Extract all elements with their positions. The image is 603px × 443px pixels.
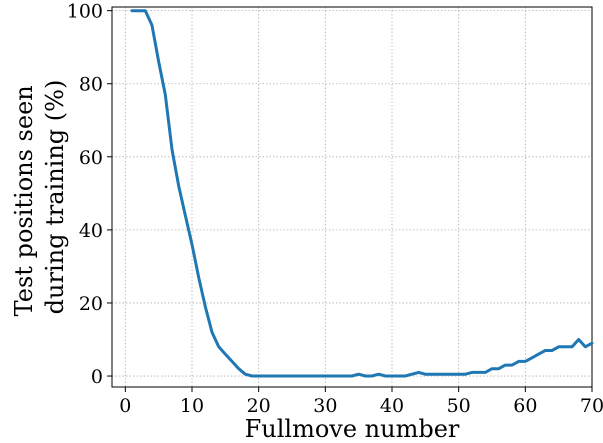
x-tick-label: 40 — [380, 395, 404, 417]
x-tick-label: 60 — [513, 395, 537, 417]
y-tick-label: 100 — [67, 1, 103, 23]
y-axis-label-line-1: Test positions seen — [10, 85, 38, 316]
y-tick-label: 20 — [79, 293, 103, 315]
y-axis-label-line-2: during training (%) — [41, 80, 69, 315]
grid — [112, 7, 593, 387]
x-tick-label: 0 — [119, 395, 131, 417]
plot-frame — [111, 6, 593, 388]
x-tick-label: 10 — [180, 395, 204, 417]
x-axis-label: Fullmove number — [245, 415, 460, 443]
x-tick-label: 70 — [580, 395, 603, 417]
y-tick-label: 80 — [79, 74, 103, 96]
y-tick-label: 60 — [79, 147, 103, 169]
x-tick-label: 50 — [447, 395, 471, 417]
y-tick-label: 40 — [79, 220, 103, 242]
x-axis: 0 10 20 30 40 50 60 70 — [119, 387, 603, 417]
x-tick-label: 20 — [247, 395, 271, 417]
x-tick-label: 30 — [313, 395, 337, 417]
y-axis: 0 20 40 60 80 100 — [67, 1, 112, 388]
series-line — [130, 9, 594, 378]
y-axis-label: Test positions seen during training (%) — [10, 78, 69, 317]
series-group — [130, 9, 594, 378]
y-tick-label: 0 — [91, 366, 103, 388]
